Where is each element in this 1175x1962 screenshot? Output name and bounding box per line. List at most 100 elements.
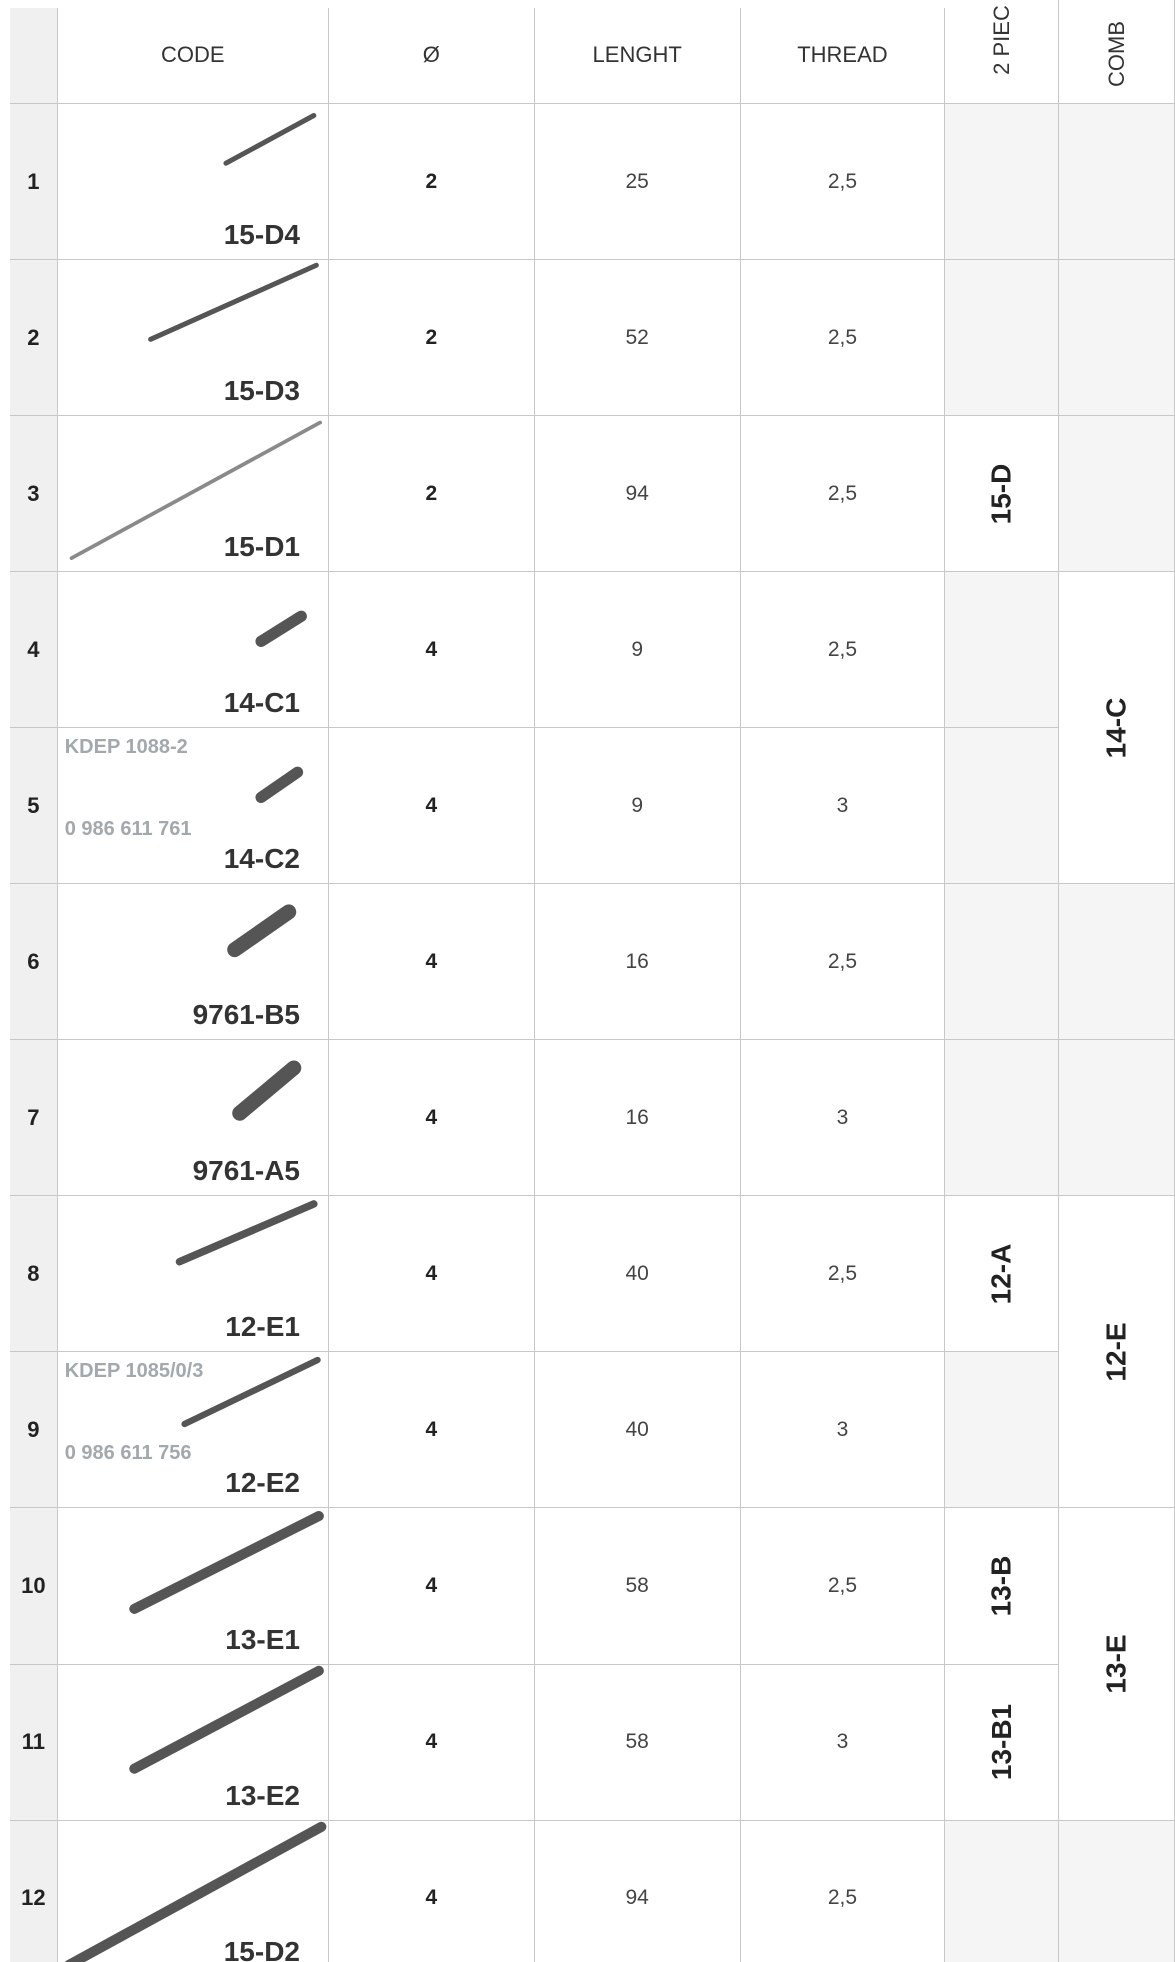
two-piece	[945, 1352, 1060, 1509]
length-text: 9	[631, 793, 644, 817]
two-piece	[945, 104, 1060, 261]
two-piece-text: 15-D	[985, 463, 1017, 525]
two-piece: 13-B1	[945, 1664, 1060, 1821]
comb: 14-C	[1059, 572, 1175, 885]
diameter: 2	[328, 104, 535, 261]
two-piece	[945, 572, 1060, 729]
thread: 3	[740, 1664, 946, 1821]
thread-text: 3	[836, 1730, 849, 1754]
thread-text: 2,5	[827, 1574, 858, 1597]
two-piece	[945, 260, 1060, 417]
length-text: 94	[625, 1886, 649, 1910]
diameter-text: 4	[425, 1886, 438, 1910]
length-text: 9	[631, 637, 644, 661]
diameter-text: 4	[425, 793, 438, 817]
thread-text: 2,5	[827, 169, 858, 193]
code-label: 13-E1	[225, 1623, 300, 1655]
header-comb-text: COMB	[1103, 21, 1129, 88]
row-index: 10	[10, 1508, 58, 1665]
diameter: 4	[328, 728, 535, 885]
diameter: 4	[328, 884, 535, 1041]
length: 40	[534, 1196, 741, 1353]
diameter-text: 4	[425, 1574, 438, 1597]
thread-text: 2,5	[827, 1886, 858, 1910]
header-thread-text: THREAD	[797, 42, 888, 68]
row-index: 7	[10, 1040, 58, 1197]
row-index-text: 1	[27, 168, 40, 194]
code-cell: 15-D3	[57, 260, 329, 417]
code-label: 14-C2	[223, 843, 300, 875]
comb	[1059, 260, 1175, 417]
two-piece-text: 13-B1	[985, 1703, 1017, 1781]
thread-text: 2,5	[827, 637, 858, 661]
code-cell: 12-E2 KDEP 1085/0/3 0 986 611 756	[57, 1352, 329, 1509]
comb-text: 12-E	[1100, 1322, 1132, 1382]
thread: 2,5	[740, 104, 946, 261]
diameter: 2	[328, 260, 535, 417]
two-piece	[945, 1040, 1060, 1197]
part-number: KDEP 1085/0/3	[64, 1360, 204, 1383]
length: 40	[534, 1352, 741, 1509]
row-index: 12	[10, 1820, 58, 1962]
diameter: 4	[328, 1352, 535, 1509]
row-index: 4	[10, 572, 58, 729]
thread-text: 3	[836, 1105, 849, 1129]
length-text: 40	[625, 1261, 649, 1285]
code-cell: 14-C1	[57, 572, 329, 729]
code-cell: 15-D4	[57, 104, 329, 261]
thread-text: 2,5	[827, 1261, 858, 1285]
code-label: 15-D1	[223, 531, 300, 563]
comb	[1059, 104, 1175, 261]
diameter-text: 4	[425, 949, 438, 973]
row-index-text: 5	[27, 792, 40, 818]
header-diameter-text: Ø	[422, 42, 440, 68]
diameter: 4	[328, 1040, 535, 1197]
length: 94	[534, 416, 741, 573]
diameter-text: 2	[425, 169, 438, 193]
row-index-text: 4	[27, 636, 40, 662]
length-text: 58	[625, 1574, 649, 1597]
row-index: 2	[10, 260, 58, 417]
code-cell: 14-C2 KDEP 1088-2 0 986 611 761	[57, 728, 329, 885]
code-cell: 15-D2	[57, 1820, 329, 1962]
row-index: 11	[10, 1664, 58, 1821]
length: 16	[534, 884, 741, 1041]
code-label: 13-E2	[225, 1779, 300, 1811]
code-cell: 9761-B5	[57, 884, 329, 1041]
two-piece	[945, 1820, 1060, 1962]
row-index: 6	[10, 884, 58, 1041]
thread: 3	[740, 1352, 946, 1509]
header-code: CODE	[57, 7, 329, 105]
comb: 12-E	[1059, 1196, 1175, 1509]
length-text: 16	[625, 949, 649, 973]
code-cell: 13-E1	[57, 1508, 329, 1665]
length: 52	[534, 260, 741, 417]
thread-text: 2,5	[827, 949, 858, 973]
diameter: 4	[328, 572, 535, 729]
diameter-text: 4	[425, 1417, 438, 1441]
thread-text: 2,5	[827, 325, 858, 349]
two-piece: 15-D	[945, 416, 1060, 573]
code-cell: 15-D1	[57, 416, 329, 573]
comb-text: 13-E	[1100, 1634, 1132, 1694]
length: 25	[534, 104, 741, 261]
thread: 2,5	[740, 416, 946, 573]
length-text: 58	[625, 1730, 649, 1754]
header-diameter: Ø	[328, 7, 535, 105]
code-label: 15-D4	[223, 219, 300, 251]
length: 58	[534, 1508, 741, 1665]
two-piece-text: 13-B	[985, 1555, 1017, 1617]
code-label: 9761-A5	[192, 1155, 300, 1187]
thread: 2,5	[740, 260, 946, 417]
row-index-text: 9	[27, 1416, 40, 1442]
diameter-text: 4	[425, 637, 438, 661]
row-index-text: 10	[21, 1573, 46, 1598]
diameter: 4	[328, 1664, 535, 1821]
row-index-text: 2	[27, 324, 40, 350]
part-number: 0 986 611 761	[64, 818, 192, 841]
two-piece-text: 12-A	[985, 1243, 1017, 1305]
diameter-text: 4	[425, 1105, 438, 1129]
length: 16	[534, 1040, 741, 1197]
row-index: 3	[10, 416, 58, 573]
